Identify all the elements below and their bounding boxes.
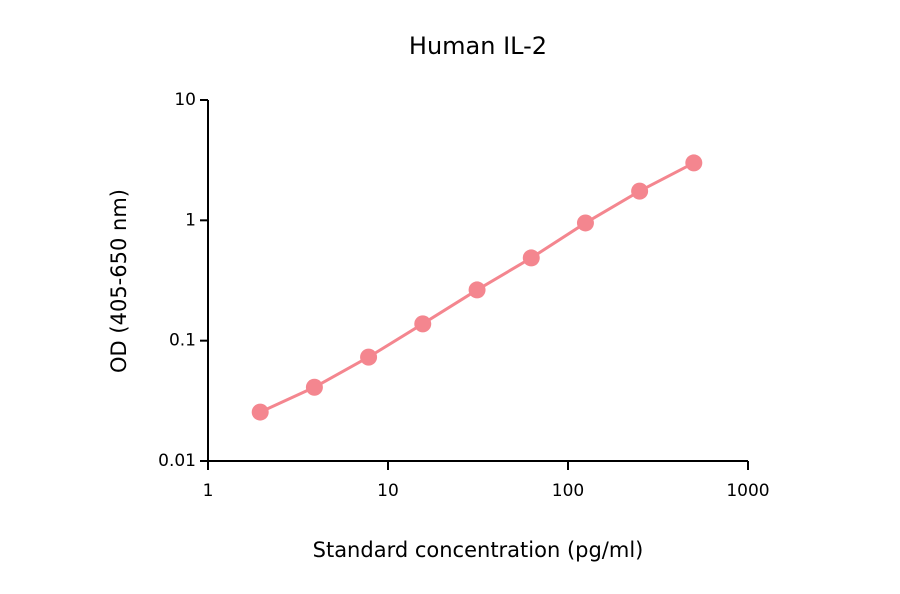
data-point <box>468 281 486 299</box>
x-tick-label: 1000 <box>726 481 769 501</box>
x-tick-label: 100 <box>552 481 584 501</box>
data-point <box>251 403 269 421</box>
x-axis-label: Standard concentration (pg/ml) <box>313 538 644 562</box>
y-axis-label: OD (405-650 nm) <box>107 189 131 373</box>
data-point <box>414 315 432 333</box>
data-point <box>305 378 323 396</box>
data-point <box>631 182 649 200</box>
y-tick-label: 0.1 <box>169 331 196 351</box>
x-tick-label: 1 <box>203 481 214 501</box>
data-point <box>360 348 378 366</box>
data-point <box>576 214 594 232</box>
data-point <box>685 154 703 172</box>
y-tick-label: 0.01 <box>158 451 196 471</box>
x-tick-label: 10 <box>377 481 399 501</box>
chart-title: Human IL-2 <box>409 32 547 60</box>
y-tick-label: 10 <box>174 90 196 110</box>
y-tick-label: 1 <box>185 210 196 230</box>
data-point <box>522 249 540 267</box>
